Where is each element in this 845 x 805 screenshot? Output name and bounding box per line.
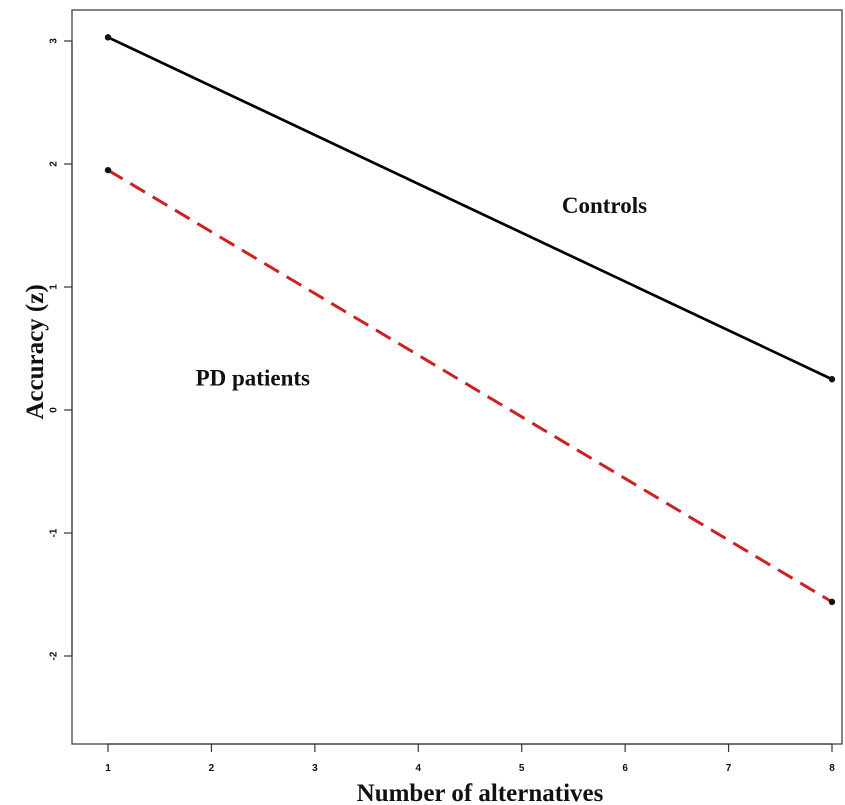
controls-line xyxy=(107,36,833,381)
x-tick-label-4: 4 xyxy=(416,763,422,774)
y-tick-label-3: 3 xyxy=(49,38,60,44)
x-tick-label-5: 5 xyxy=(519,763,525,774)
series-layer xyxy=(104,34,836,606)
x-tick-label-8: 8 xyxy=(829,763,835,774)
pd-patients-point-2 xyxy=(828,598,836,606)
controls-point-2 xyxy=(828,376,836,383)
y-tick-label--2: -2 xyxy=(49,651,60,660)
pd-patients-point-1 xyxy=(104,166,112,174)
x-tick-label-2: 2 xyxy=(209,763,215,774)
x-tick-label-3: 3 xyxy=(312,763,318,774)
y-tick-label-1: 1 xyxy=(49,284,60,290)
pd-patients-annotation: PD patients xyxy=(196,365,310,390)
y-axis-ticks: -2 -1 0 1 2 3 xyxy=(49,38,72,660)
x-axis-ticks: 1 2 3 4 5 6 7 8 xyxy=(105,744,835,774)
controls-point-1 xyxy=(104,34,112,41)
x-axis-title: Number of alternatives xyxy=(357,780,604,805)
y-tick-label-0: 0 xyxy=(49,407,60,413)
x-tick-label-7: 7 xyxy=(726,763,732,774)
y-axis-title: Accuracy (z) xyxy=(22,284,49,419)
pd-patients-line xyxy=(107,168,833,604)
x-tick-label-1: 1 xyxy=(105,763,111,774)
x-tick-label-6: 6 xyxy=(622,763,628,774)
annotation-layer: Controls PD patients xyxy=(196,193,647,390)
controls-annotation: Controls xyxy=(562,193,647,218)
y-tick-label-2: 2 xyxy=(49,161,60,167)
y-tick-label--1: -1 xyxy=(49,528,60,537)
